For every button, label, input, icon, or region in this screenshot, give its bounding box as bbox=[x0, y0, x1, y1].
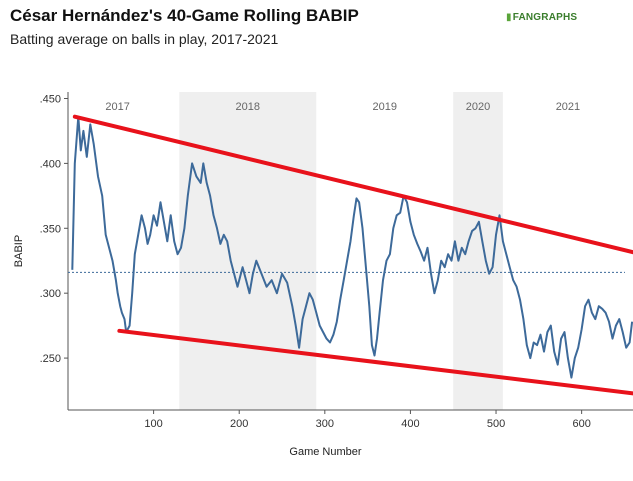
season-label-2019: 2019 bbox=[373, 101, 397, 113]
chart-subtitle: Batting average on balls in play, 2017-2… bbox=[10, 31, 279, 47]
lower-trend-line bbox=[117, 328, 633, 396]
chart-title: César Hernández's 40-Game Rolling BABIP bbox=[10, 6, 359, 25]
series-lines bbox=[71, 115, 633, 379]
season-label-2021: 2021 bbox=[556, 101, 580, 113]
x-tick-label: 100 bbox=[144, 418, 162, 430]
season-label-2018: 2018 bbox=[236, 101, 260, 113]
season-label-2017: 2017 bbox=[105, 101, 129, 113]
x-tick-label: 300 bbox=[316, 418, 334, 430]
y-tick-label: .450 bbox=[40, 93, 61, 105]
x-axis-label: Game Number bbox=[289, 446, 361, 458]
x-tick-label: 600 bbox=[572, 418, 590, 430]
y-tick-label: .350 bbox=[40, 223, 61, 235]
season-band-2018 bbox=[179, 92, 317, 410]
fangraphs-logo: ▮FANGRAPHS bbox=[506, 12, 577, 23]
babip-series-line bbox=[71, 115, 633, 379]
upper-trend-line bbox=[72, 114, 633, 255]
x-tick-label: 200 bbox=[230, 418, 248, 430]
axes: .250 .300 .350 .400 .450 100 200 300 400 500 600 bbox=[40, 92, 633, 430]
y-tick-label: .300 bbox=[40, 288, 61, 300]
x-tick-label: 500 bbox=[487, 418, 505, 430]
logo-mark-icon: ▮ bbox=[506, 12, 512, 23]
season-label-2020: 2020 bbox=[466, 101, 490, 113]
logo-text: FANGRAPHS bbox=[512, 12, 578, 23]
x-tick-label: 400 bbox=[401, 418, 419, 430]
axis-labels: Game Number BABIP bbox=[13, 235, 362, 458]
trend-lines bbox=[72, 114, 633, 396]
y-tick-label: .250 bbox=[40, 353, 61, 365]
y-axis-label: BABIP bbox=[13, 235, 25, 267]
y-tick-label: .400 bbox=[40, 158, 61, 170]
